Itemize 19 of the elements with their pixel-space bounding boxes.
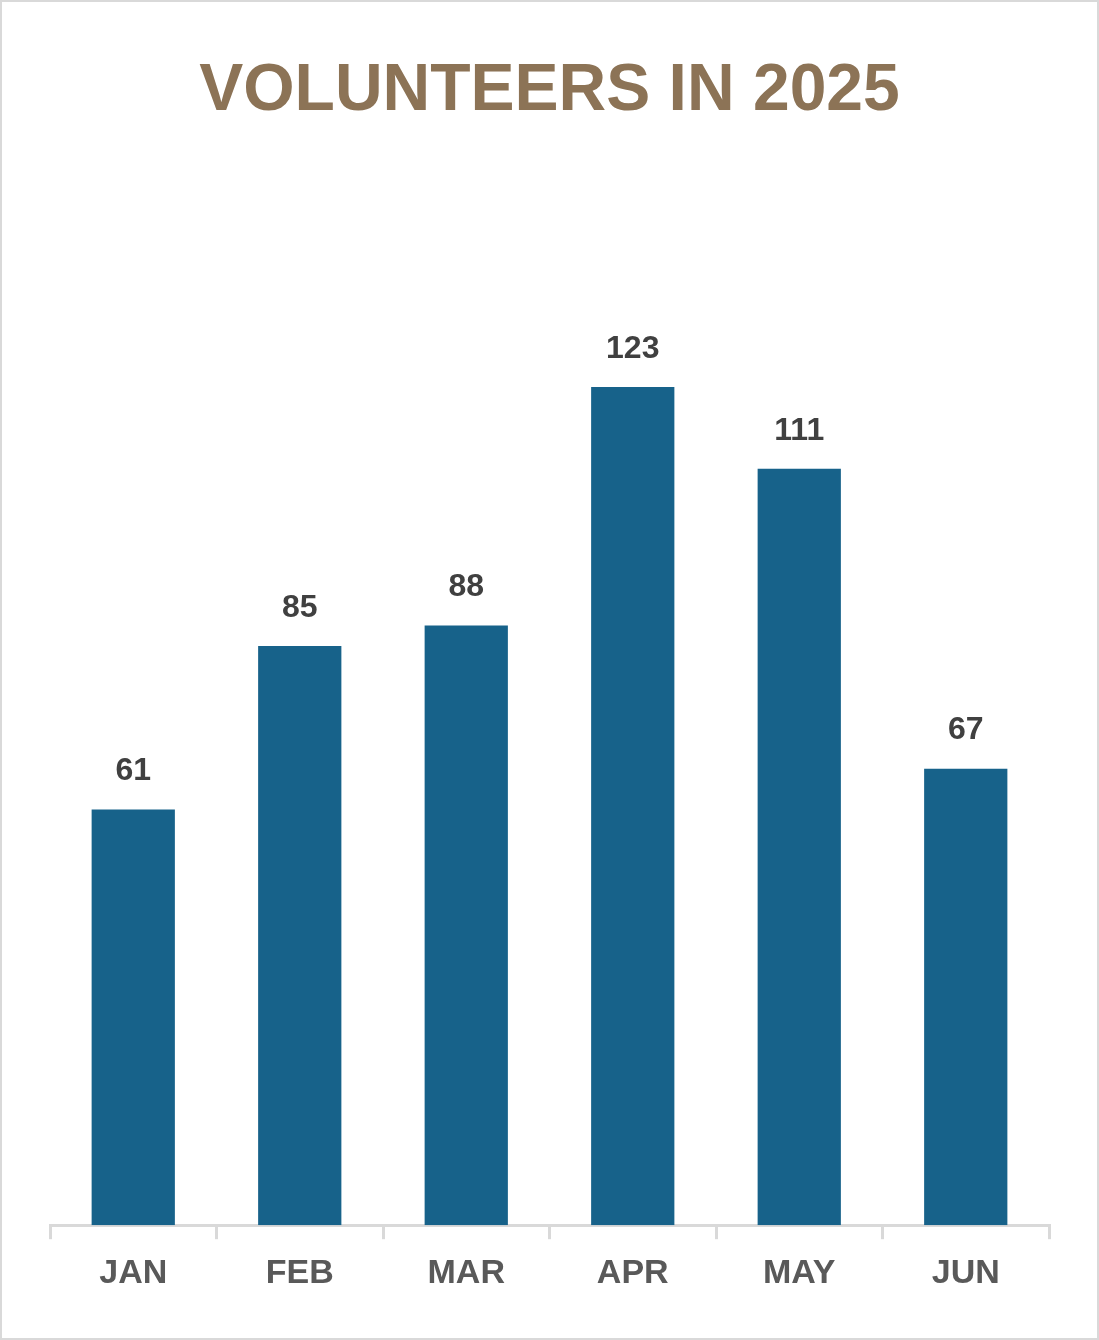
bar	[757, 468, 841, 1226]
data-label: 67	[947, 710, 984, 747]
x-tick-label: JAN	[99, 1251, 168, 1290]
bar	[424, 625, 508, 1226]
bar	[591, 387, 675, 1226]
chart-title: VOLUNTEERS IN 2025	[199, 49, 900, 124]
x-tick-label: JUN	[931, 1251, 1000, 1290]
bar	[258, 645, 342, 1226]
x-tick-label: FEB	[265, 1251, 334, 1290]
bar	[91, 809, 175, 1226]
data-label: 85	[281, 587, 318, 624]
x-tick-label: MAY	[763, 1251, 836, 1290]
data-label: 61	[115, 751, 152, 788]
data-label: 111	[774, 410, 825, 447]
data-label: 123	[606, 328, 660, 365]
x-tick-label: MAR	[427, 1251, 505, 1290]
data-label: 88	[448, 567, 485, 604]
x-tick-label: APR	[596, 1251, 669, 1290]
bar	[924, 768, 1008, 1226]
